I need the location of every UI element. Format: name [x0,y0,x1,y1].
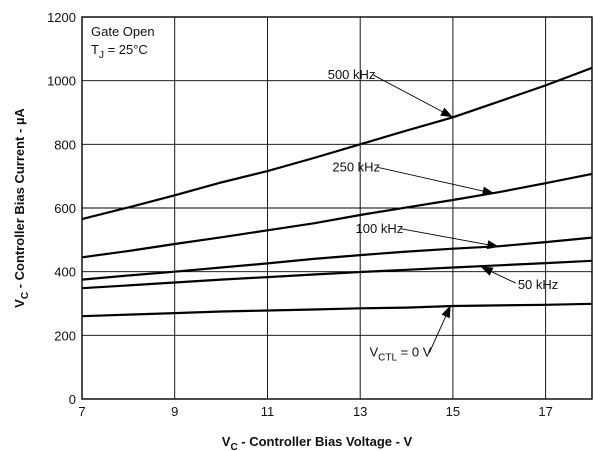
y-tick-label-600: 600 [54,201,76,216]
x-tick-label-7: 7 [78,404,85,419]
curve-labels: 500 kHz 250 kHz 100 kHz 50 kHz VCTL = 0 V [328,67,559,364]
curves [81,66,593,318]
tick-labels: 7 9 11 13 15 17 0 200 400 600 800 1000 1200 [47,10,553,419]
y-axis-label: VC - Controller Bias Current - µA [12,108,31,308]
series-label-2: 100 kHz [356,221,404,236]
x-tick-label-17: 17 [538,404,552,419]
plot-frame [81,16,593,400]
y-tick-label-1000: 1000 [47,74,76,89]
x-axis-label: VC - Controller Bias Voltage - V [222,434,413,451]
series-line-4 [81,302,593,318]
series-line-2 [81,236,593,281]
series-line-1 [81,172,593,259]
series-line-0 [81,66,593,221]
arrowhead-1 [481,186,495,196]
series-line-3 [81,259,593,290]
arrowhead-3 [480,266,494,276]
series-label-3: 50 kHz [518,277,558,292]
y-tick-label-800: 800 [54,137,76,152]
series-label-0: 500 kHz [328,67,376,82]
x-tick-label-9: 9 [171,404,178,419]
arrowhead-4 [441,305,451,319]
x-tick-label-11: 11 [261,404,275,419]
leader-line-2 [401,228,500,248]
y-tick-label-1200: 1200 [47,10,76,25]
condition-gate-open: Gate Open [91,24,155,39]
y-tick-label-400: 400 [54,265,76,280]
x-tick-label-13: 13 [353,404,367,419]
y-tick-label-200: 200 [54,328,76,343]
arrowhead-0 [440,107,453,118]
arrowhead-2 [486,240,500,250]
y-tick-label-0: 0 [69,392,76,407]
x-tick-label-15: 15 [446,404,460,419]
leader-line-0 [373,74,454,118]
leader-line-1 [377,166,495,195]
condition-junction-temp: TJ = 25°C [91,42,148,61]
series-label-4: VCTL = 0 V [369,345,431,364]
series-label-1: 250 kHz [332,159,380,174]
